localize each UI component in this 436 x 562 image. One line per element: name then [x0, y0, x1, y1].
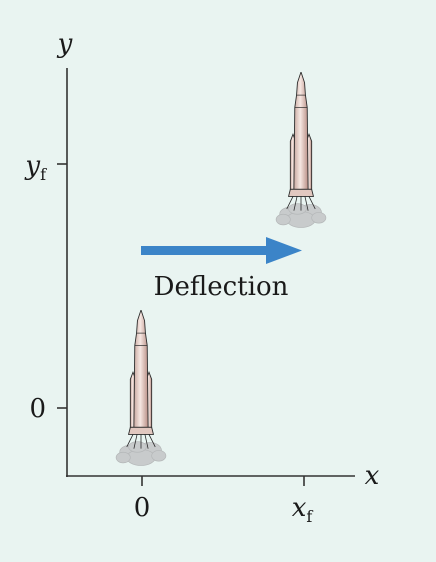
deflection-label: Deflection — [154, 272, 289, 302]
y-tick-label-yf: yf — [24, 151, 47, 184]
rocket-final — [275, 72, 327, 229]
rocket-initial — [115, 310, 167, 467]
x-axis-label: x — [365, 461, 380, 491]
x-tick-label-xf: xf — [292, 493, 314, 526]
x-tick-label-0: 0 — [134, 493, 151, 523]
y-tick-label-0: 0 — [29, 394, 46, 424]
deflection-arrow — [141, 237, 302, 264]
y-axis-label: y — [57, 29, 73, 59]
axes — [57, 68, 355, 486]
